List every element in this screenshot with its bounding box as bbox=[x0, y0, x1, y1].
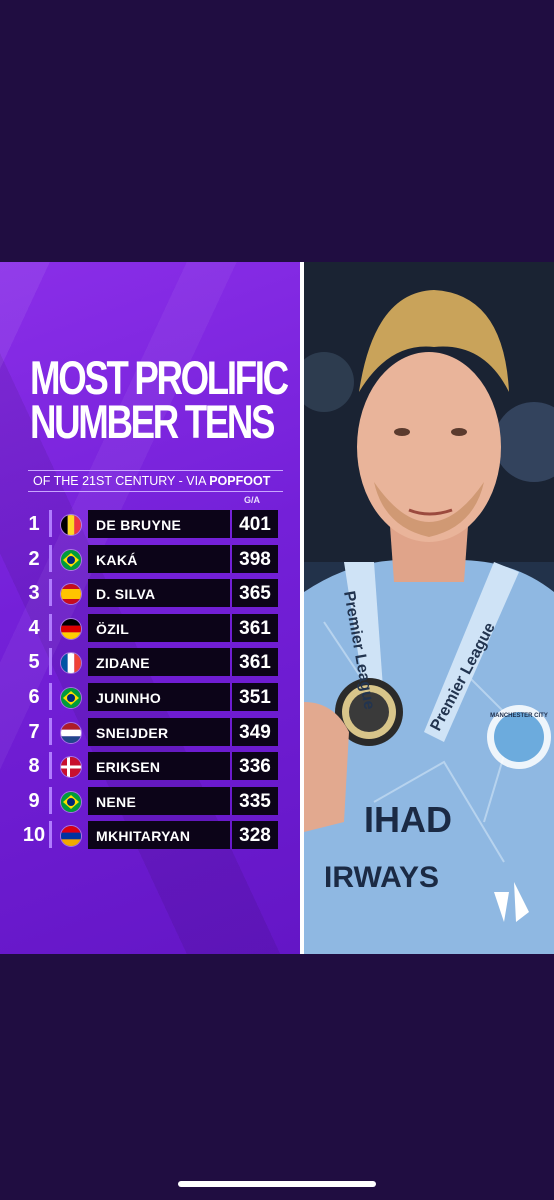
ranking-row: 10 MKHITARYAN 328 bbox=[22, 818, 282, 853]
player-name-box: KAKÁ bbox=[88, 544, 230, 573]
player-name: D. SILVA bbox=[96, 586, 156, 603]
brazil-flag-icon bbox=[60, 548, 82, 571]
netherlands-flag-icon bbox=[60, 721, 82, 744]
player-name: NENE bbox=[96, 793, 137, 810]
crest-text: MANCHESTER CITY bbox=[490, 713, 548, 719]
armenia-flag-icon bbox=[60, 825, 82, 848]
row-accent bbox=[49, 752, 52, 780]
player-name-box: ERIKSEN bbox=[88, 752, 230, 781]
ranking-list: 1 DE BRUYNE 401 2 KAKÁ 398 3 D. SILVA 36 bbox=[22, 507, 282, 853]
player-name-box: ZIDANE bbox=[88, 648, 230, 677]
player-name: SNEIJDER bbox=[96, 724, 169, 741]
row-accent bbox=[49, 786, 52, 814]
value-box: 361 bbox=[232, 648, 278, 677]
ranking-row: 9 NENE 335 bbox=[22, 784, 282, 819]
value-box: 398 bbox=[232, 544, 278, 573]
ga-value: 349 bbox=[239, 721, 271, 743]
value-box: 335 bbox=[232, 786, 278, 815]
rank-number: 9 bbox=[28, 789, 40, 812]
value-box: 351 bbox=[232, 682, 278, 711]
shirt-sponsor-line2: IRWAYS bbox=[324, 861, 439, 894]
belgium-flag-icon bbox=[60, 514, 82, 536]
value-box: 336 bbox=[232, 752, 278, 781]
value-box: 349 bbox=[232, 717, 278, 746]
subtitle-source: POPFOOT bbox=[209, 474, 271, 488]
home-indicator[interactable] bbox=[178, 1181, 376, 1187]
ranking-row: 5 ZIDANE 361 bbox=[22, 645, 282, 680]
ga-value: 361 bbox=[239, 617, 271, 639]
rank-number: 7 bbox=[28, 720, 40, 743]
row-accent bbox=[49, 579, 52, 607]
player-name: ERIKSEN bbox=[96, 759, 161, 776]
ga-value: 351 bbox=[239, 686, 271, 708]
ga-value: 401 bbox=[239, 514, 271, 535]
brazil-flag-icon bbox=[60, 790, 82, 813]
ga-value: 336 bbox=[239, 756, 271, 778]
rank-number: 10 bbox=[22, 824, 46, 847]
ga-value: 398 bbox=[239, 548, 271, 570]
subtitle: OF THE 21ST CENTURY - VIA POPFOOT bbox=[28, 470, 283, 492]
player-illustration: IHAD IRWAYS Premier League Premier Leagu… bbox=[304, 262, 554, 954]
ranking-row: 2 KAKÁ 398 bbox=[22, 542, 282, 577]
brazil-flag-icon bbox=[60, 686, 82, 709]
row-accent bbox=[49, 648, 52, 676]
ga-value: 365 bbox=[239, 583, 271, 605]
player-name: JUNINHO bbox=[96, 689, 162, 706]
title-line-1: MOST PROLIFIC bbox=[30, 351, 289, 404]
infographic-title: MOST PROLIFIC NUMBER TENS bbox=[30, 351, 289, 448]
value-box: 401 bbox=[232, 510, 278, 538]
panel-divider bbox=[300, 262, 304, 954]
row-accent bbox=[49, 717, 52, 745]
ga-value: 328 bbox=[239, 825, 271, 847]
value-box: 328 bbox=[232, 821, 278, 850]
player-name-box: ÖZIL bbox=[88, 613, 230, 642]
ga-value: 335 bbox=[239, 790, 271, 812]
ranking-row: 4 ÖZIL 361 bbox=[22, 611, 282, 646]
row-accent bbox=[49, 682, 52, 710]
title-line-2: NUMBER TENS bbox=[30, 395, 275, 448]
rank-number: 3 bbox=[28, 582, 40, 605]
subtitle-text: OF THE 21ST CENTURY - VIA bbox=[33, 474, 210, 488]
player-photo: IHAD IRWAYS Premier League Premier Leagu… bbox=[304, 262, 554, 954]
infographic-image: MOST PROLIFIC NUMBER TENS OF THE 21ST CE… bbox=[0, 262, 554, 954]
player-name: ÖZIL bbox=[96, 620, 130, 637]
row-accent bbox=[49, 613, 52, 641]
spain-flag-icon bbox=[60, 583, 82, 606]
rank-number: 4 bbox=[28, 616, 40, 639]
ranking-row: 8 ERIKSEN 336 bbox=[22, 749, 282, 784]
player-name-box: SNEIJDER bbox=[88, 717, 230, 746]
player-name-box: DE BRUYNE bbox=[88, 510, 230, 538]
player-name-box: NENE bbox=[88, 786, 230, 815]
rank-number: 2 bbox=[28, 547, 40, 570]
france-flag-icon bbox=[60, 652, 82, 675]
ranking-row: 3 D. SILVA 365 bbox=[22, 576, 282, 611]
shirt-sponsor-line1: IHAD bbox=[364, 799, 452, 840]
rank-number: 1 bbox=[28, 513, 40, 535]
ga-value: 361 bbox=[239, 652, 271, 674]
value-box: 361 bbox=[232, 613, 278, 642]
rank-number: 5 bbox=[28, 651, 40, 674]
player-name-box: JUNINHO bbox=[88, 682, 230, 711]
player-name: ZIDANE bbox=[96, 655, 150, 672]
row-accent bbox=[49, 821, 52, 849]
player-name: MKHITARYAN bbox=[96, 828, 191, 845]
player-name: DE BRUYNE bbox=[96, 517, 182, 533]
ranking-row: 6 JUNINHO 351 bbox=[22, 680, 282, 715]
ranking-row: 7 SNEIJDER 349 bbox=[22, 715, 282, 750]
rank-number: 6 bbox=[28, 685, 40, 708]
germany-flag-icon bbox=[60, 617, 82, 640]
player-name-box: D. SILVA bbox=[88, 579, 230, 608]
ranking-row: 1 DE BRUYNE 401 bbox=[22, 507, 282, 542]
ranking-panel: MOST PROLIFIC NUMBER TENS OF THE 21ST CE… bbox=[0, 262, 300, 954]
player-name: KAKÁ bbox=[96, 551, 138, 568]
value-box: 365 bbox=[232, 579, 278, 608]
player-name-box: MKHITARYAN bbox=[88, 821, 230, 850]
row-accent bbox=[49, 544, 52, 572]
column-label: G/A bbox=[244, 495, 261, 505]
rank-number: 8 bbox=[28, 755, 40, 778]
row-accent bbox=[49, 510, 52, 537]
denmark-flag-icon bbox=[60, 756, 82, 779]
